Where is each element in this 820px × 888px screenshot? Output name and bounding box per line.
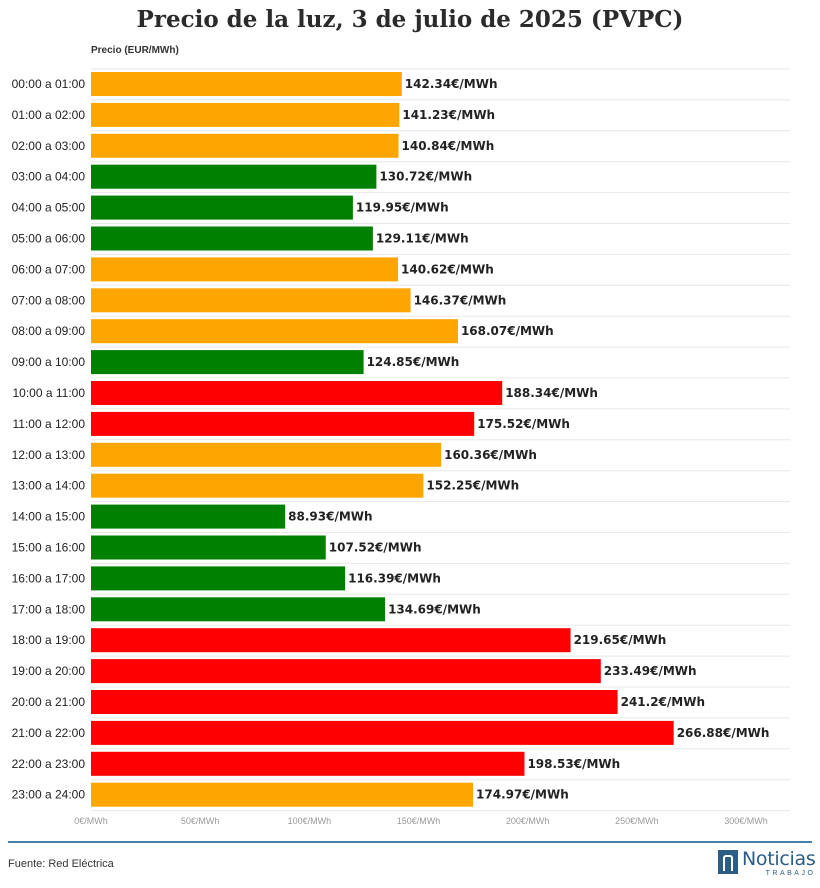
x-tick-label: 150€/MWh <box>397 816 441 826</box>
bar-8[interactable] <box>91 319 458 344</box>
category-label: 22:00 a 23:00 <box>12 757 86 771</box>
y-axis-label: Precio (EUR/MWh) <box>91 45 179 56</box>
brand-logo[interactable]: Noticias TRABAJO <box>718 848 816 877</box>
category-label: 00:00 a 01:00 <box>12 77 86 91</box>
value-label: 140.62€/MWh <box>401 262 494 276</box>
bar-7[interactable] <box>91 288 411 313</box>
bar-13[interactable] <box>91 473 424 498</box>
value-label: 198.53€/MWh <box>527 757 620 771</box>
x-axis-ticks: 0€/MWh 50€/MWh 100€/MWh 150€/MWh 200€/MWh 250… <box>74 816 768 826</box>
category-label: 02:00 a 03:00 <box>12 139 86 153</box>
value-label: 141.23€/MWh <box>402 108 495 122</box>
x-tick-label: 0€/MWh <box>74 816 108 826</box>
logo-wordmark: Noticias <box>742 848 816 870</box>
logo-subtitle: TRABAJO <box>765 870 816 877</box>
bar-14[interactable] <box>91 504 286 529</box>
category-label: 21:00 a 22:00 <box>12 726 86 740</box>
category-label: 06:00 a 07:00 <box>12 262 86 276</box>
category-label: 23:00 a 24:00 <box>12 788 86 802</box>
bar-chart: 00:00 a 01:00 01:00 a 02:00 02:00 a 03:00 0… <box>12 68 790 826</box>
bar-15[interactable] <box>91 535 326 560</box>
value-labels: 142.34€/MWh 141.23€/MWh 140.84€/MWh 130.72€… <box>288 77 769 802</box>
category-label: 18:00 a 19:00 <box>12 633 86 647</box>
bar-6[interactable] <box>91 257 399 282</box>
category-label: 14:00 a 15:00 <box>12 510 86 524</box>
category-label: 07:00 a 08:00 <box>12 293 86 307</box>
value-label: 119.95€/MWh <box>356 201 449 215</box>
value-label: 107.52€/MWh <box>329 541 422 555</box>
bar-9[interactable] <box>91 350 364 375</box>
bar-4[interactable] <box>91 195 353 220</box>
bar-5[interactable] <box>91 226 373 251</box>
value-label: 134.69€/MWh <box>388 602 481 616</box>
value-label: 140.84€/MWh <box>402 139 495 153</box>
category-label: 13:00 a 14:00 <box>12 479 86 493</box>
chart-title: Precio de la luz, 3 de julio de 2025 (PV… <box>136 6 684 33</box>
category-label: 11:00 a 12:00 <box>12 417 85 431</box>
bar-21[interactable] <box>91 720 674 745</box>
value-label: 160.36€/MWh <box>444 448 537 462</box>
logo-n-icon <box>718 850 738 874</box>
bar-0[interactable] <box>91 72 402 96</box>
value-label: 146.37€/MWh <box>414 293 507 307</box>
category-label: 08:00 a 09:00 <box>12 324 86 338</box>
x-tick-label: 250€/MWh <box>615 816 659 826</box>
bar-10[interactable] <box>91 381 503 405</box>
category-label: 17:00 a 18:00 <box>12 602 86 616</box>
category-labels: 00:00 a 01:00 01:00 a 02:00 02:00 a 03:00 0… <box>12 77 86 802</box>
value-label: 116.39€/MWh <box>348 571 441 585</box>
category-label: 12:00 a 13:00 <box>12 448 86 462</box>
category-label: 03:00 a 04:00 <box>12 170 86 184</box>
bar-1[interactable] <box>91 102 400 127</box>
source-note: Fuente: Red Eléctrica <box>8 858 114 870</box>
value-label: 266.88€/MWh <box>677 726 770 740</box>
category-label: 15:00 a 16:00 <box>12 541 86 555</box>
bar-17[interactable] <box>91 597 386 622</box>
category-label: 09:00 a 10:00 <box>12 355 86 369</box>
x-tick-label: 300€/MWh <box>724 816 768 826</box>
category-label: 19:00 a 20:00 <box>12 664 86 678</box>
gridlines <box>91 68 790 812</box>
category-label: 05:00 a 06:00 <box>12 232 86 246</box>
value-label: 174.97€/MWh <box>476 788 569 802</box>
category-label: 04:00 a 05:00 <box>12 201 86 215</box>
bar-3[interactable] <box>91 164 377 189</box>
value-label: 88.93€/MWh <box>288 510 372 524</box>
x-tick-label: 100€/MWh <box>288 816 332 826</box>
bar-22[interactable] <box>91 751 525 776</box>
value-label: 130.72€/MWh <box>379 170 472 184</box>
bar-2[interactable] <box>91 133 399 158</box>
value-label: 168.07€/MWh <box>461 324 554 338</box>
category-label: 10:00 a 11:00 <box>12 386 85 400</box>
bar-18[interactable] <box>91 628 571 653</box>
value-label: 124.85€/MWh <box>367 355 460 369</box>
x-tick-label: 50€/MWh <box>181 816 220 826</box>
bar-11[interactable] <box>91 411 475 436</box>
value-label: 241.2€/MWh <box>621 695 705 709</box>
value-label: 175.52€/MWh <box>477 417 570 431</box>
bar-23[interactable] <box>91 782 474 807</box>
value-label: 152.25€/MWh <box>426 479 519 493</box>
bar-19[interactable] <box>91 659 601 684</box>
bar-16[interactable] <box>91 566 346 591</box>
bar-20[interactable] <box>91 690 618 714</box>
category-label: 01:00 a 02:00 <box>12 108 86 122</box>
footer-divider <box>8 841 812 843</box>
value-label: 142.34€/MWh <box>405 77 498 91</box>
value-label: 233.49€/MWh <box>604 664 697 678</box>
value-label: 129.11€/MWh <box>376 232 469 246</box>
bars <box>91 72 674 807</box>
value-label: 219.65€/MWh <box>574 633 667 647</box>
x-tick-label: 200€/MWh <box>506 816 550 826</box>
value-label: 188.34€/MWh <box>505 386 598 400</box>
category-label: 16:00 a 17:00 <box>12 571 86 585</box>
bar-12[interactable] <box>91 442 442 467</box>
category-label: 20:00 a 21:00 <box>12 695 86 709</box>
